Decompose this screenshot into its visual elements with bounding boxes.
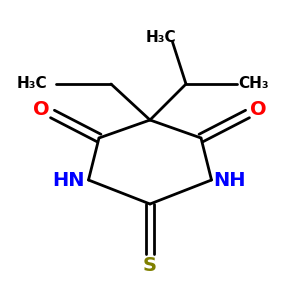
Text: O: O [33, 100, 50, 119]
Text: CH₃: CH₃ [238, 76, 269, 91]
Text: O: O [250, 100, 267, 119]
Text: H₃C: H₃C [17, 76, 48, 91]
Text: H₃C: H₃C [145, 30, 176, 45]
Text: NH: NH [213, 171, 246, 190]
Text: S: S [143, 256, 157, 275]
Text: HN: HN [53, 171, 85, 190]
